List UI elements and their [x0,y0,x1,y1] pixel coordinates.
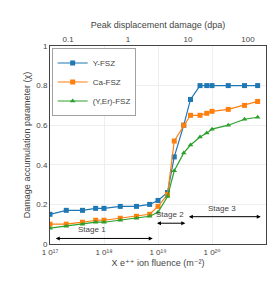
svg-text:(Y,Er)-FSZ: (Y,Er)-FSZ [93,97,131,106]
svg-text:1: 1 [126,35,131,44]
svg-text:1 0²⁰: 1 0²⁰ [204,248,221,257]
svg-text:1 0¹⁸: 1 0¹⁸ [95,248,112,257]
svg-text:Y-FSZ: Y-FSZ [93,59,115,68]
svg-text:10: 10 [184,35,193,44]
svg-text:Ca-FSZ: Ca-FSZ [93,78,121,87]
svg-text:100: 100 [241,35,255,44]
svg-text:1 0¹⁷: 1 0¹⁷ [42,248,59,257]
svg-text:0: 0 [43,240,48,249]
svg-text:1 0¹⁹: 1 0¹⁹ [149,248,166,257]
svg-text:Stage 1: Stage 1 [78,225,106,234]
svg-text:0.6: 0.6 [36,121,48,130]
svg-text:Damage accumulation parameter: Damage accumulation parameter (χ) [22,72,32,218]
svg-text:1: 1 [43,42,48,51]
svg-text:X e⁺⁺ ion fluence (m⁻²): X e⁺⁺ ion fluence (m⁻²) [112,258,205,268]
svg-text:0.4: 0.4 [36,161,48,170]
svg-text:0.2: 0.2 [36,200,48,209]
svg-text:Stage 2: Stage 2 [156,210,184,219]
svg-text:Stage 3: Stage 3 [208,204,236,213]
svg-text:0.1: 0.1 [62,35,74,44]
svg-text:Peak displacement damage (dpa): Peak displacement damage (dpa) [91,20,226,30]
svg-text:0.8: 0.8 [36,81,48,90]
